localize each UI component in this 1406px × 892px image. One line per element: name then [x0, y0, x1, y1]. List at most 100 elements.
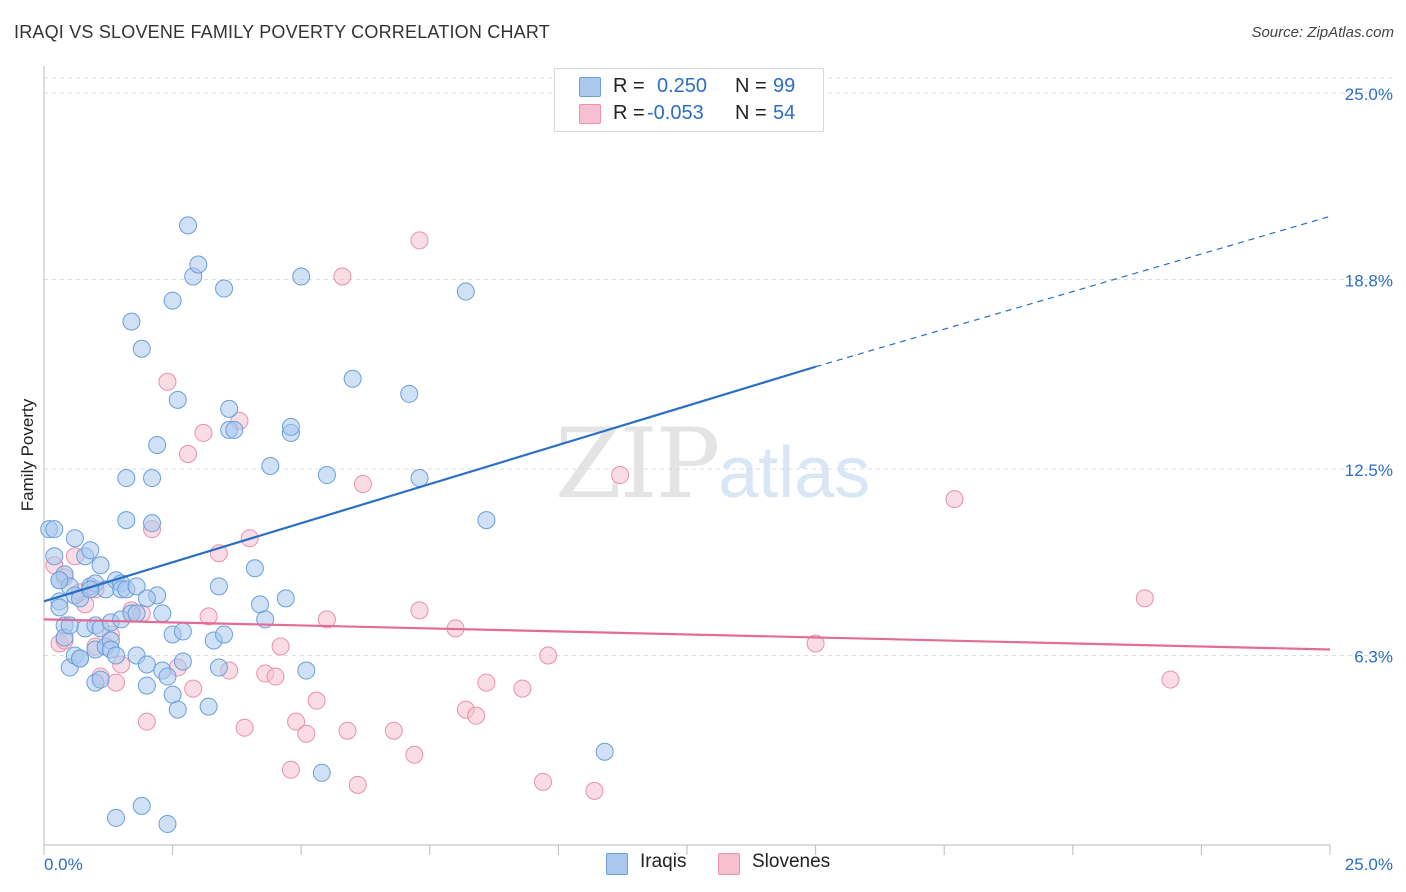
iraqis-point — [297, 661, 316, 680]
slovenes-point — [1135, 589, 1154, 608]
slovenes-point — [467, 706, 486, 725]
correlation-legend: R = 0.250 N = 99 R = -0.053 N = 54 — [554, 68, 824, 132]
iraqis-point — [45, 520, 64, 539]
y-tick-label: 6.3% — [1354, 648, 1393, 667]
slovenes-point — [158, 372, 177, 391]
iraqis-point — [220, 399, 239, 418]
slovenes-point — [297, 724, 316, 743]
iraqis-point — [132, 339, 151, 358]
iraqis-point — [148, 435, 167, 454]
slovenes-point — [107, 673, 126, 692]
iraqis-point — [50, 571, 69, 590]
iraqis-point — [65, 529, 84, 548]
iraqis-point — [168, 390, 187, 409]
slovenes-point — [199, 607, 218, 626]
iraqis-point — [91, 670, 110, 689]
bottom-legend-label: Iraqis — [640, 851, 687, 872]
bottom-legend-label: Slovenes — [752, 851, 831, 872]
slovenes-point — [348, 775, 367, 794]
iraqis-point — [292, 267, 311, 286]
slovenes-point — [384, 721, 403, 740]
iraqis-point — [132, 796, 151, 815]
legend-n-value: 99 — [773, 75, 796, 97]
slovenes-point — [585, 781, 604, 800]
legend-n-label: N = — [735, 75, 767, 97]
iraqis-point — [595, 742, 614, 761]
iraqis-point — [143, 514, 162, 533]
iraqis-point — [50, 598, 69, 617]
slovenes-point — [235, 718, 254, 737]
iraqis-point — [137, 589, 156, 608]
iraqis-point — [261, 457, 280, 476]
legend-r-value: -0.053 — [647, 102, 704, 124]
iraqis-point — [127, 604, 146, 623]
iraqis-point — [199, 697, 218, 716]
iraqis-point — [225, 420, 244, 439]
slovenes-point — [281, 760, 300, 779]
iraqis-point — [179, 216, 198, 235]
source-label: Source: ZipAtlas.com — [1251, 24, 1394, 41]
iraqis-point — [117, 469, 136, 488]
slovenes-point — [477, 673, 496, 692]
slovenes-swatch — [718, 853, 740, 875]
iraqis-point — [400, 384, 419, 403]
iraqis-point — [137, 676, 156, 695]
slovenes-point — [137, 712, 156, 731]
slovenes-trend-line — [43, 618, 1331, 651]
x-tick-label: 0.0% — [44, 855, 83, 874]
iraqis-point — [209, 658, 228, 677]
iraqis-point — [81, 541, 100, 560]
slovenes-point — [945, 490, 964, 509]
legend-row-slovenes: R = -0.053 N = 54 — [579, 102, 819, 126]
slovenes-point — [287, 712, 306, 731]
iraqis-swatch — [606, 853, 628, 875]
legend-r-value: 0.250 — [657, 75, 708, 97]
y-tick-label: 12.5% — [1345, 461, 1393, 480]
slovenes-point — [179, 444, 198, 463]
y-tick-label: 25.0% — [1345, 85, 1393, 104]
iraqis-point — [107, 646, 126, 665]
iraqis-point — [107, 808, 126, 827]
y-tick-label: 18.8% — [1345, 272, 1393, 291]
slovenes-swatch — [579, 104, 601, 124]
iraqis-point — [456, 282, 475, 301]
y-axis-label: Family Poverty — [18, 398, 37, 511]
iraqis-trend-projection — [815, 215, 1331, 368]
slovenes-point — [410, 231, 429, 250]
slovenes-point — [338, 721, 357, 740]
iraqis-point — [215, 279, 234, 298]
slovenes-point — [539, 646, 558, 665]
slovenes-point — [333, 267, 352, 286]
iraqis-point — [477, 511, 496, 530]
iraqis-point — [127, 577, 146, 596]
iraqis-point — [153, 604, 172, 623]
slovenes-point — [405, 745, 424, 764]
iraqis-point — [168, 700, 187, 719]
iraqis-point — [143, 469, 162, 488]
iraqis-point — [71, 649, 90, 668]
slovenes-point — [266, 667, 285, 686]
iraqis-point — [45, 547, 64, 566]
iraqis-point — [137, 655, 156, 674]
iraqis-point — [189, 255, 208, 274]
slovenes-point — [317, 610, 336, 629]
iraqis-point — [317, 466, 336, 485]
legend-r-label: R = — [613, 102, 645, 124]
legend-r-label: R = — [613, 75, 645, 97]
slovenes-point — [194, 423, 213, 442]
iraqis-point — [281, 417, 300, 436]
iraqis-point — [173, 652, 192, 671]
slovenes-point — [184, 679, 203, 698]
iraqis-point — [91, 556, 110, 575]
iraqis-point — [251, 595, 270, 614]
slovenes-point — [410, 601, 429, 620]
iraqis-point — [163, 291, 182, 310]
iraqis-point — [410, 469, 429, 488]
iraqis-point — [276, 589, 295, 608]
iraqis-point — [245, 559, 264, 578]
iraqis-point — [343, 369, 362, 388]
slovenes-point — [271, 637, 290, 656]
iraqis-point — [215, 625, 234, 644]
iraqis-point — [163, 685, 182, 704]
legend-row-iraqis: R = 0.250 N = 99 — [579, 75, 819, 99]
